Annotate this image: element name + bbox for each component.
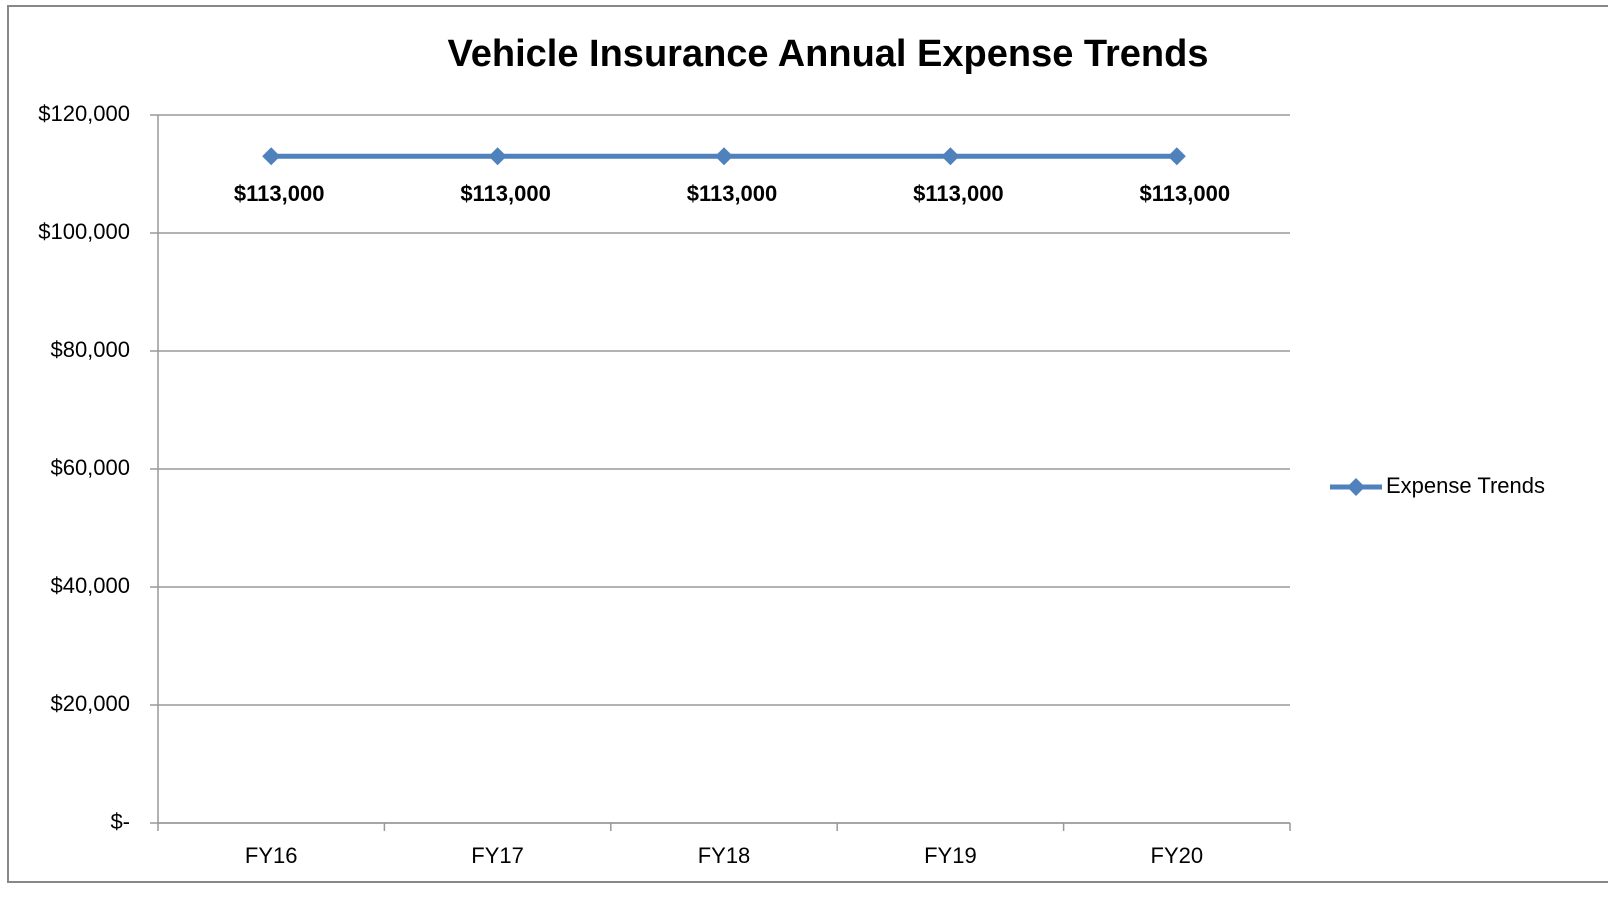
- value-label: $113,000: [234, 181, 325, 206]
- y-tick-label: $100,000: [38, 219, 130, 244]
- legend-label: Expense Trends: [1386, 473, 1545, 498]
- chart-border: [7, 5, 1608, 883]
- y-tick-label: $40,000: [50, 573, 130, 598]
- value-label: $113,000: [460, 181, 551, 206]
- x-tick-label: FY17: [471, 843, 524, 868]
- y-tick-label: $60,000: [50, 455, 130, 480]
- y-tick-label: $120,000: [38, 101, 130, 126]
- value-label: $113,000: [913, 181, 1004, 206]
- chart-title: Vehicle Insurance Annual Expense Trends: [448, 33, 1209, 75]
- value-label: $113,000: [687, 181, 778, 206]
- x-tick-label: FY20: [1151, 843, 1204, 868]
- x-tick-label: FY18: [698, 843, 751, 868]
- marker: [488, 147, 507, 166]
- legend-marker: [1347, 478, 1365, 496]
- marker: [262, 147, 281, 166]
- value-label: $113,000: [1140, 181, 1231, 206]
- x-tick-label: FY16: [245, 843, 298, 868]
- x-tick-label: FY19: [924, 843, 977, 868]
- marker: [941, 147, 960, 166]
- y-tick-label: $80,000: [50, 337, 130, 362]
- y-tick-label: $20,000: [50, 691, 130, 716]
- marker: [715, 147, 733, 166]
- marker: [1167, 147, 1186, 166]
- y-tick-label: $-: [110, 809, 130, 834]
